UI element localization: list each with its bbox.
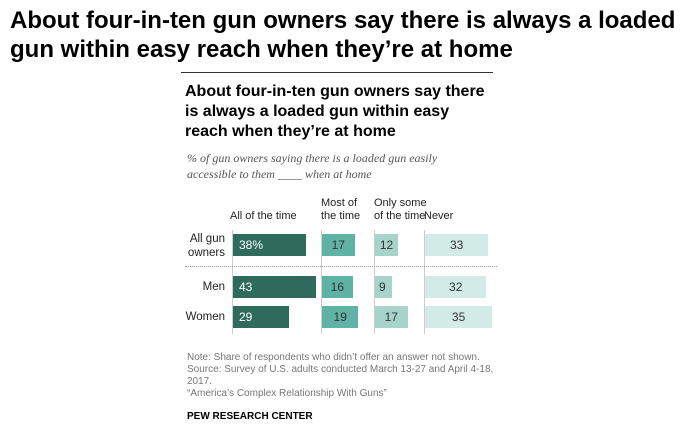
bar: 17 xyxy=(322,234,355,256)
row-label: Men xyxy=(202,281,225,293)
column-axis xyxy=(321,230,322,334)
bar: 43 xyxy=(233,276,316,298)
column-axis xyxy=(424,230,425,334)
row-label: Women xyxy=(185,311,225,323)
bar: 35 xyxy=(425,306,493,328)
chart-title: About four-in-ten gun owners say there i… xyxy=(185,83,485,140)
source: Source: Survey of U.S. adults conducted … xyxy=(187,364,494,387)
column-header: Only some of the time xyxy=(374,197,427,222)
column-header: Never xyxy=(424,210,454,222)
bar: 9 xyxy=(375,276,393,298)
bar: 19 xyxy=(322,306,359,328)
bar: 16 xyxy=(322,276,353,298)
chart-subtitle: % of gun owners saying there is a loaded… xyxy=(187,151,438,181)
row-label: All gun owners xyxy=(187,233,225,259)
bar: 33 xyxy=(425,234,489,256)
row-separator xyxy=(185,266,497,267)
divider xyxy=(181,72,493,73)
bar: 29 xyxy=(233,306,289,328)
bar: 38% xyxy=(233,234,306,256)
bar: 32 xyxy=(425,276,487,298)
column-header: All of the time xyxy=(230,210,297,222)
bar: 17 xyxy=(375,306,408,328)
note: Note: Share of respondents who didn’t of… xyxy=(187,352,480,363)
column-axis xyxy=(374,230,375,334)
headline: About four-in-ten gun owners say there i… xyxy=(10,7,676,63)
credit: PEW RESEARCH CENTER xyxy=(187,411,313,422)
report-title: “America’s Complex Relationship With Gun… xyxy=(187,388,387,399)
column-axis xyxy=(232,230,233,334)
column-header: Most of the time xyxy=(321,197,361,222)
chart-notes: Note: Share of respondents who didn’t of… xyxy=(187,352,517,400)
bar: 12 xyxy=(375,234,399,256)
